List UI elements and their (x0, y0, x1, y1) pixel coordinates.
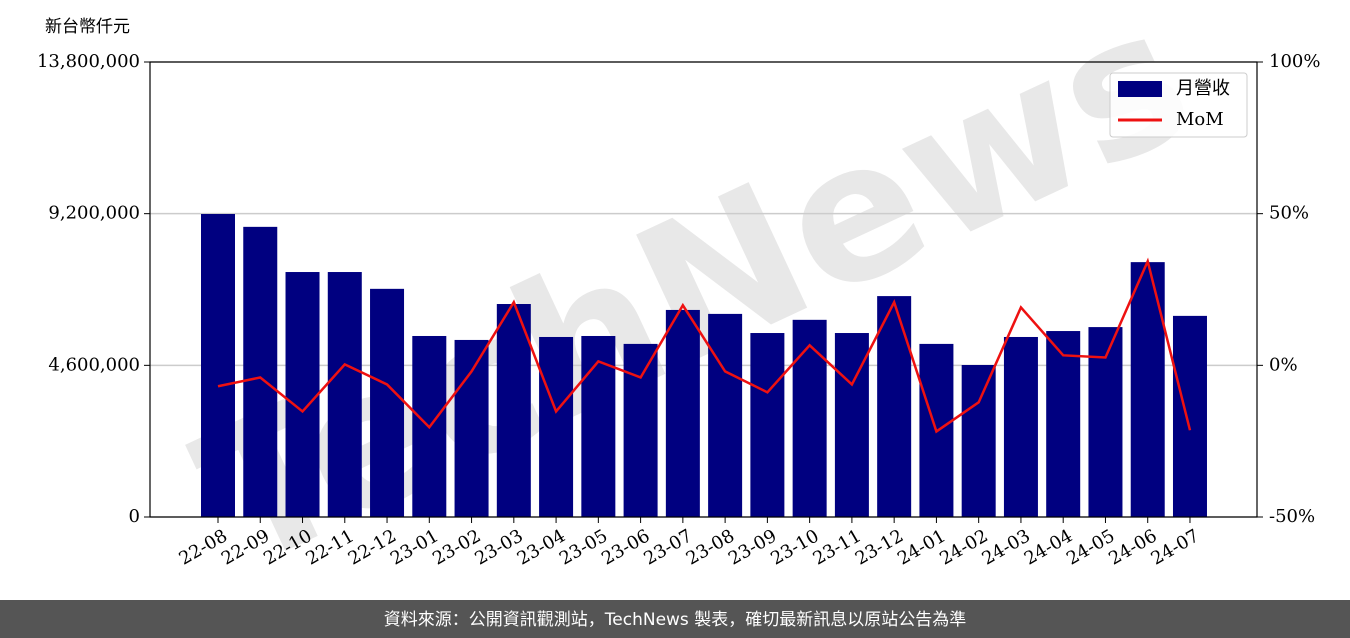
y-tick-label: 4,600,000 (48, 354, 140, 375)
bar (1088, 327, 1123, 517)
bar (961, 365, 996, 517)
bar (708, 313, 743, 517)
bar (496, 304, 531, 517)
y2-tick-label: 0% (1269, 354, 1298, 375)
bar (370, 288, 405, 517)
legend-swatch (1118, 81, 1162, 97)
bar (665, 309, 700, 517)
bar (1130, 262, 1165, 517)
bar (454, 339, 489, 517)
bar (327, 272, 362, 517)
bar (1003, 336, 1038, 517)
watermark: TechNews (168, 0, 1220, 612)
bar (285, 272, 320, 517)
y-tick-label: 13,800,000 (37, 51, 140, 72)
bar (877, 296, 912, 517)
y2-tick-label: 50% (1269, 203, 1309, 224)
bar (539, 336, 574, 517)
y-tick-label: 0 (129, 506, 140, 527)
bar (201, 213, 235, 517)
legend-label: MoM (1176, 109, 1224, 130)
y2-tick-label: -50% (1269, 506, 1315, 527)
bar (623, 343, 658, 517)
bar (750, 333, 785, 517)
unit-label: 新台幣仟元 (45, 17, 130, 37)
line (217, 257, 1192, 434)
x-tick-label: 24-07 (1148, 525, 1203, 569)
bar (243, 226, 278, 517)
bar (792, 319, 827, 517)
y2-tick-label: 100% (1269, 51, 1320, 72)
bar (1046, 331, 1081, 517)
plot-frame (149, 61, 1258, 518)
footer: 資料來源：公開資訊觀測站，TechNews 製表，確切最新訊息以原站公告為準 (384, 610, 966, 630)
bar (1172, 315, 1207, 517)
legend-label: 月營收 (1176, 78, 1230, 99)
y-tick-label: 9,200,000 (48, 203, 140, 224)
footer-bar (0, 600, 1350, 638)
